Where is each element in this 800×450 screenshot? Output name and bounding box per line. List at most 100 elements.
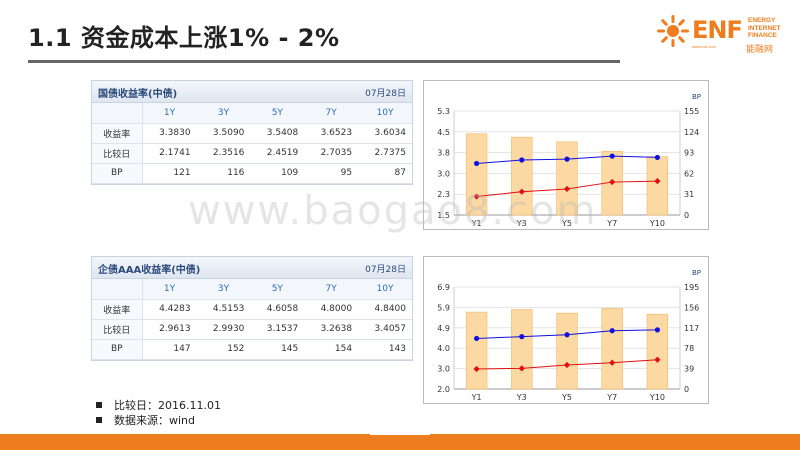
note-item: 比较日：2016.11.01 [96, 398, 221, 413]
right-tick-label: 124 [684, 128, 699, 137]
bar [465, 311, 488, 390]
right-tick-label: 93 [684, 149, 694, 158]
note-item: 数据来源：wind [96, 413, 221, 428]
category-label: Y5 [561, 219, 572, 228]
right-tick-label: 39 [684, 365, 694, 374]
table-cell: 2.9613 [142, 319, 197, 340]
table-cell: 4.8400 [358, 299, 412, 320]
table-cell: 147 [142, 339, 197, 360]
bottom-notch [370, 431, 430, 435]
table-cell: 4.8000 [304, 299, 359, 320]
panel-header: 企债AAA收益率(中债) 07月28日 [92, 257, 412, 279]
table-cell: 154 [304, 339, 359, 360]
column-header: 7Y [304, 103, 359, 124]
table-cell: 2.1741 [142, 143, 197, 164]
column-header: 3Y [196, 103, 251, 124]
right-axis-unit: BP [692, 269, 701, 277]
category-label: Y10 [649, 393, 665, 402]
bar [556, 141, 578, 216]
table-header-row: 1Y 3Y 5Y 7Y 10Y [92, 103, 412, 124]
table-row: BP 147 152 145 154 143 [92, 339, 412, 360]
left-tick-label: 1.5 [437, 211, 450, 220]
table-row: 比较日 2.9613 2.9930 3.1537 3.2638 3.4057 [92, 319, 412, 340]
bar [465, 133, 488, 216]
table-row: 收益率 3.3830 3.5090 3.5408 3.6523 3.6034 [92, 123, 412, 144]
table-row: 收益率 4.4283 4.5153 4.6058 4.8000 4.8400 [92, 299, 412, 320]
table-cell: 2.7035 [304, 143, 359, 164]
data-point [654, 356, 661, 363]
bar [646, 313, 669, 390]
row-label: 收益率 [92, 123, 143, 144]
data-point [519, 157, 525, 163]
right-tick-label: 155 [684, 107, 699, 116]
sun-logo-icon [657, 15, 689, 47]
left-tick-label: 5.9 [437, 303, 450, 312]
table-cell: 109 [250, 163, 305, 184]
category-label: Y7 [606, 219, 617, 228]
panel-date: 07月28日 [365, 265, 406, 275]
left-tick-label: 4.9 [437, 324, 450, 333]
table-cell: 143 [358, 339, 412, 360]
category-label: Y5 [561, 393, 572, 402]
table-row: BP 121 116 109 95 87 [92, 163, 412, 184]
title-underline [28, 60, 620, 63]
data-point [654, 178, 661, 185]
left-tick-label: 2.0 [437, 385, 450, 394]
bullet-square-icon [96, 402, 102, 408]
column-header: 5Y [250, 279, 305, 300]
logo-url: www.enf.com [692, 44, 716, 49]
table-cell: 3.1537 [250, 319, 305, 340]
panel-date: 07月28日 [365, 89, 406, 99]
category-label: Y7 [606, 393, 617, 402]
data-point [519, 334, 525, 340]
table-cell: 116 [196, 163, 251, 184]
column-header: 10Y [358, 279, 412, 300]
right-tick-label: 0 [684, 211, 689, 220]
bar [511, 136, 533, 216]
row-label: BP [92, 339, 143, 360]
data-point [609, 153, 615, 159]
table-cell: 2.3516 [196, 143, 251, 164]
right-tick-label: 78 [684, 344, 694, 353]
table-cell: 2.4519 [250, 143, 305, 164]
logo-chinese-name: 能融网 [746, 45, 774, 55]
right-axis-unit: BP [692, 93, 701, 101]
notes-list: 比较日：2016.11.01 数据来源：wind [96, 398, 221, 428]
row-label: BP [92, 163, 143, 184]
logo-subtitle: ENERGY INTERNET FINANCE [748, 17, 781, 39]
watermark-text: www.baogao8.com [188, 188, 598, 234]
data-point [654, 154, 660, 161]
left-tick-label: 2.3 [437, 190, 450, 199]
table-cell: 3.3830 [142, 123, 197, 144]
panel-title: 国债收益率(中债) [98, 89, 178, 100]
table-cell: 145 [250, 339, 305, 360]
treasury-yield-table: 1Y 3Y 5Y 7Y 10Y 收益率 3.3830 3.5090 3.5408… [92, 103, 412, 184]
category-label: Y10 [649, 219, 665, 228]
data-point [474, 335, 480, 342]
corporate-aaa-yield-chart-frame: 6.9 5.9 4.9 4.0 3.0 2.0 195 156 117 78 39 0 BP Y1 Y3 Y5… [423, 256, 709, 404]
left-tick-label: 6.9 [437, 283, 450, 292]
right-tick-label: 117 [684, 324, 699, 333]
table-cell: 2.9930 [196, 319, 251, 340]
corner-cell [92, 279, 143, 300]
column-header: 7Y [304, 279, 359, 300]
table-header-row: 1Y 3Y 5Y 7Y 10Y [92, 279, 412, 300]
brand-logo: ENF ENERGY INTERNET FINANCE www.enf.com 能融… [656, 12, 781, 62]
data-point [564, 156, 570, 162]
panel-title: 企债AAA收益率(中债) [98, 265, 201, 276]
corporate-aaa-yield-panel: 企债AAA收益率(中债) 07月28日 1Y 3Y 5Y 7Y 10Y 收益率 … [91, 256, 413, 361]
table-cell: 152 [196, 339, 251, 360]
data-point [473, 193, 480, 200]
table-cell: 3.5408 [250, 123, 305, 144]
column-header: 1Y [142, 103, 197, 124]
table-cell: 2.7375 [358, 143, 412, 164]
data-point [474, 160, 480, 167]
table-cell: 87 [358, 163, 412, 184]
bar [601, 308, 623, 390]
bullet-square-icon [96, 417, 102, 423]
row-label: 比较日 [92, 319, 143, 340]
data-point [654, 327, 660, 333]
category-label: Y3 [516, 393, 527, 402]
treasury-yield-chart-frame: 5.3 4.5 3.8 3.0 2.3 1.5 155 124 93 62 31 0 BP Y1 Y3 Y5 Y… [423, 80, 709, 230]
panel-header: 国债收益率(中债) 07月28日 [92, 81, 412, 103]
